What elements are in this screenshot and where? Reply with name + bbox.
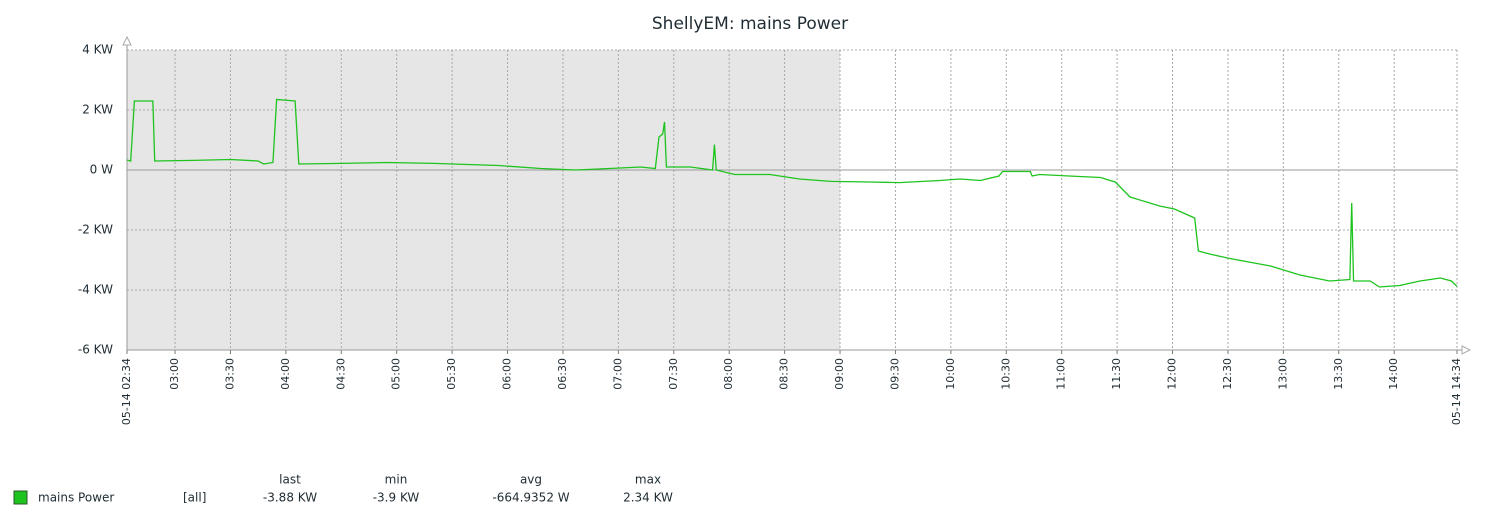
legend-stat: -664.9352 W xyxy=(492,491,569,505)
x-tick-label: 06:30 xyxy=(556,358,569,390)
y-tick-label: -6 KW xyxy=(78,343,113,357)
x-tick-label: 09:00 xyxy=(833,358,846,390)
legend-stat: -3.88 KW xyxy=(263,491,317,505)
x-tick-label: 13:00 xyxy=(1276,358,1289,390)
chart-title: ShellyEM: mains Power xyxy=(652,14,848,34)
x-tick-label: 04:00 xyxy=(279,358,292,390)
x-tick-label: 08:30 xyxy=(778,358,791,390)
x-tick-label: 05:30 xyxy=(445,358,458,390)
x-tick-label: 05-14 14:34 xyxy=(1450,358,1463,425)
axis-arrow xyxy=(122,35,132,46)
y-tick-label: -2 KW xyxy=(78,223,113,237)
x-tick-label: 09:30 xyxy=(888,358,901,390)
data-line xyxy=(126,98,1458,288)
legend-header: max xyxy=(635,473,661,487)
x-tick-label: 11:30 xyxy=(1110,358,1123,390)
legend-header: last xyxy=(279,473,301,487)
x-tick-label: 05-14 02:34 xyxy=(120,358,133,425)
y-tick-label: -4 KW xyxy=(78,283,113,297)
legend-swatch xyxy=(13,490,28,505)
legend-label: mains Power xyxy=(38,491,114,505)
x-tick-label: 12:00 xyxy=(1166,358,1179,390)
axis-arrow xyxy=(1461,345,1472,355)
y-tick-label: 4 KW xyxy=(82,43,113,57)
x-tick-label: 13:30 xyxy=(1332,358,1345,390)
x-tick-label: 06:00 xyxy=(501,358,514,390)
x-tick-label: 08:00 xyxy=(722,358,735,390)
y-tick-label: 2 KW xyxy=(82,103,113,117)
x-tick-label: 10:00 xyxy=(944,358,957,390)
x-tick-label: 07:30 xyxy=(667,358,680,390)
x-tick-label: 03:30 xyxy=(223,358,236,390)
x-tick-label: 12:30 xyxy=(1221,358,1234,390)
x-tick-label: 14:00 xyxy=(1387,358,1400,390)
legend-function: [all] xyxy=(183,491,206,505)
x-tick-label: 07:00 xyxy=(611,358,624,390)
x-tick-label: 05:00 xyxy=(390,358,403,390)
y-tick-label: 0 W xyxy=(90,163,113,177)
legend-header: min xyxy=(385,473,408,487)
legend-header: avg xyxy=(520,473,542,487)
x-tick-label: 10:30 xyxy=(999,358,1012,390)
x-tick-label: 11:00 xyxy=(1055,358,1068,390)
x-tick-label: 04:30 xyxy=(334,358,347,390)
legend-stat: -3.9 KW xyxy=(373,491,420,505)
shaded-period xyxy=(127,50,841,350)
legend-stat: 2.34 KW xyxy=(623,491,673,505)
x-tick-label: 03:00 xyxy=(168,358,181,390)
